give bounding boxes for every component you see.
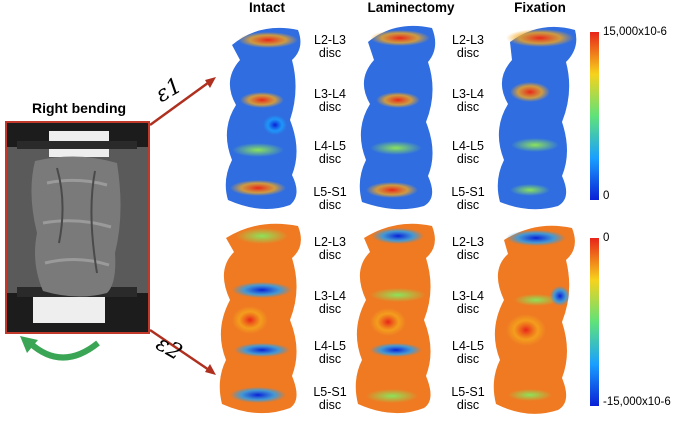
- colorbar-top-min-label: 0: [603, 190, 610, 202]
- disc-label: L5-S1 disc: [313, 385, 347, 412]
- specimen-title: Right bending: [31, 100, 127, 116]
- disc-label: L5-S1 disc: [451, 185, 485, 212]
- spine-map-fixation-e2: [493, 225, 575, 414]
- spine-map-intact-e1: [225, 27, 301, 209]
- spine-map-laminectomy-e2: [355, 223, 435, 414]
- disc-label: L2-L3 disc: [452, 235, 484, 262]
- arrow-to-e1: [149, 77, 216, 127]
- rotation-arrow-icon: [20, 336, 100, 361]
- colorbar-bottom: [590, 238, 599, 406]
- specimen-photo-drawing: [7, 123, 148, 332]
- disc-label: L3-L4 disc: [452, 87, 484, 114]
- disc-label: L2-L3 disc: [314, 235, 346, 262]
- specimen-photo: [5, 121, 150, 334]
- spine-map-fixation-e1: [497, 26, 577, 210]
- disc-label: L4-L5 disc: [314, 339, 346, 366]
- disc-label: L4-L5 disc: [452, 139, 484, 166]
- spine-map-intact-e2: [219, 223, 301, 414]
- arrow-to-e2: [149, 328, 216, 375]
- disc-label: L3-L4 disc: [452, 289, 484, 316]
- disc-label: L5-S1 disc: [313, 185, 347, 212]
- colorbar-top: [590, 32, 599, 200]
- disc-label: L5-S1 disc: [451, 385, 485, 412]
- spine-map-laminectomy-e1: [359, 25, 436, 210]
- colorbar-top-max-label: 15,000x10-6: [603, 26, 667, 38]
- column-title-intact: Intact: [248, 0, 285, 15]
- column-title-fixation: Fixation: [514, 0, 566, 15]
- colorbar-bottom-min-label: -15,000x10-6: [603, 396, 671, 408]
- colorbar-bottom-max-label: 0: [603, 232, 610, 244]
- disc-label: L4-L5 disc: [314, 139, 346, 166]
- disc-label: L4-L5 disc: [452, 339, 484, 366]
- column-title-laminectomy: Laminectomy: [367, 0, 455, 15]
- disc-label: L2-L3 disc: [314, 33, 346, 60]
- disc-label: L2-L3 disc: [452, 33, 484, 60]
- disc-label: L3-L4 disc: [314, 289, 346, 316]
- disc-label: L3-L4 disc: [314, 87, 346, 114]
